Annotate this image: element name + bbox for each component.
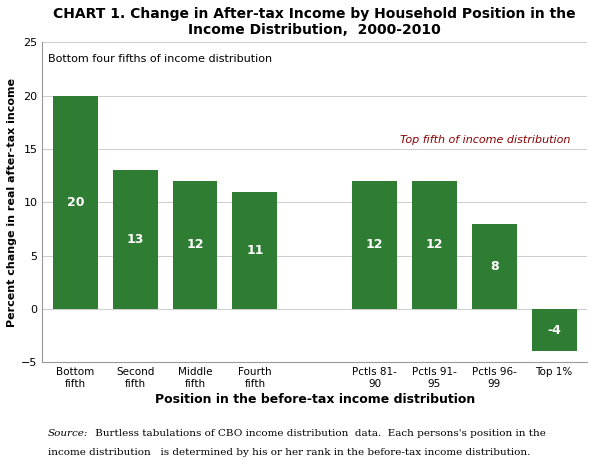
Bar: [472, 224, 517, 309]
Title: CHART 1. Change in After-tax Income by Household Position in the
Income Distribu: CHART 1. Change in After-tax Income by H…: [53, 7, 576, 37]
X-axis label: Position in the before-tax income distribution: Position in the before-tax income distri…: [154, 393, 475, 406]
Text: 13: 13: [127, 233, 144, 246]
Text: Bottom four fifths of income distribution: Bottom four fifths of income distributio…: [48, 53, 272, 64]
Text: 12: 12: [426, 238, 443, 251]
Text: -4: -4: [547, 324, 561, 337]
Text: 8: 8: [490, 260, 498, 273]
Bar: [412, 181, 457, 309]
Text: Top fifth of income distribution: Top fifth of income distribution: [400, 135, 571, 145]
Bar: [113, 170, 157, 309]
Bar: [232, 192, 277, 309]
Bar: [53, 96, 98, 309]
Text: 12: 12: [187, 238, 204, 251]
Bar: [532, 309, 577, 351]
Text: 11: 11: [246, 244, 264, 257]
Text: Source:: Source:: [48, 429, 88, 438]
Text: 12: 12: [366, 238, 383, 251]
Text: 20: 20: [67, 196, 84, 209]
Text: income distribution   is determined by his or her rank in the before-tax income : income distribution is determined by his…: [48, 448, 530, 457]
Bar: [172, 181, 217, 309]
Y-axis label: Percent change in real after-tax income: Percent change in real after-tax income: [7, 78, 17, 327]
Text: Burtless tabulations of CBO income distribution  data.  Each persons's position : Burtless tabulations of CBO income distr…: [92, 429, 546, 438]
Bar: [352, 181, 397, 309]
